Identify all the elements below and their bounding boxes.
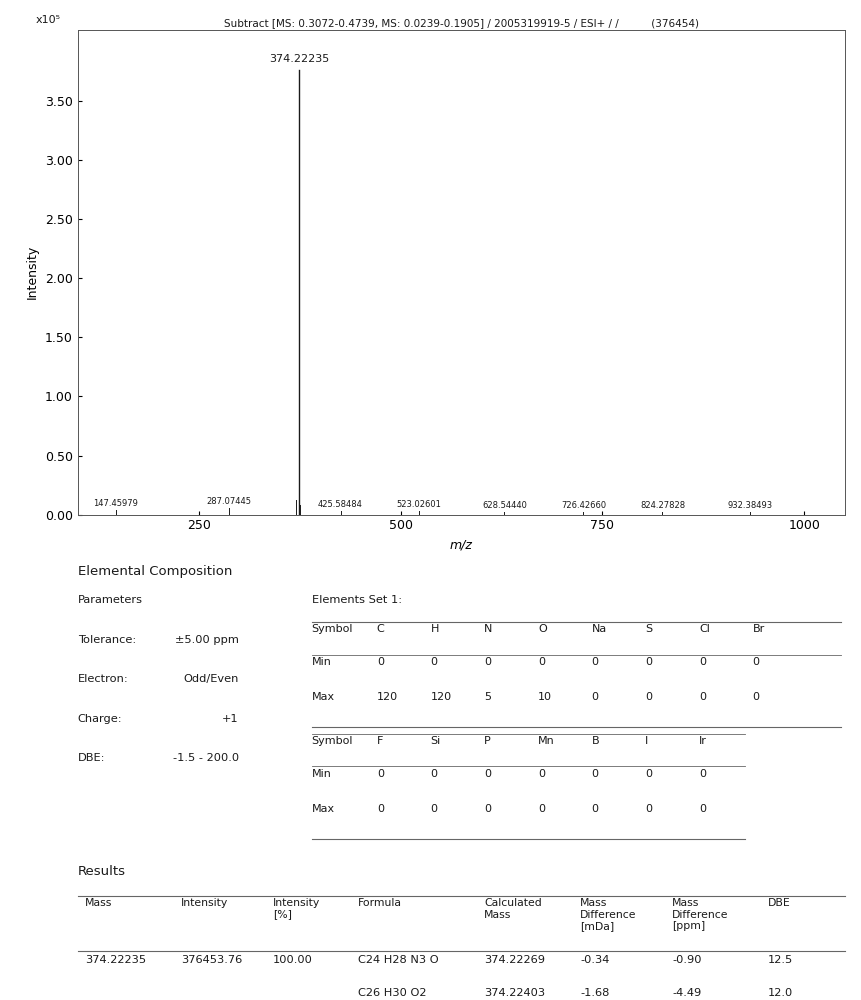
Text: Na: Na xyxy=(591,624,606,634)
Text: 0: 0 xyxy=(537,657,544,667)
Text: Odd/Even: Odd/Even xyxy=(183,674,238,684)
Text: 0: 0 xyxy=(698,657,705,667)
Text: Cl: Cl xyxy=(698,624,709,634)
Text: 726.42660: 726.42660 xyxy=(561,501,605,510)
Text: 5: 5 xyxy=(484,692,491,702)
Text: S: S xyxy=(645,624,652,634)
Text: 0: 0 xyxy=(484,769,491,779)
Text: Parameters: Parameters xyxy=(77,595,142,605)
Text: -1.68: -1.68 xyxy=(579,988,609,998)
Text: 0: 0 xyxy=(752,657,759,667)
Text: B: B xyxy=(591,736,598,746)
Text: 147.45979: 147.45979 xyxy=(93,499,138,508)
Text: 932.38493: 932.38493 xyxy=(727,501,771,510)
Text: Min: Min xyxy=(311,769,331,779)
Text: 0: 0 xyxy=(430,657,437,667)
Text: 374.22403: 374.22403 xyxy=(484,988,545,998)
Text: Max: Max xyxy=(311,692,334,702)
Text: +1: +1 xyxy=(222,714,238,724)
Text: Elemental Composition: Elemental Composition xyxy=(77,565,232,578)
Text: Ir: Ir xyxy=(698,736,706,746)
Text: 12.5: 12.5 xyxy=(767,955,792,965)
Text: Symbol: Symbol xyxy=(311,624,353,634)
Text: 0: 0 xyxy=(591,692,598,702)
Text: 0: 0 xyxy=(484,657,491,667)
Text: ±5.00 ppm: ±5.00 ppm xyxy=(175,635,238,645)
Text: N: N xyxy=(484,624,492,634)
Text: Electron:: Electron: xyxy=(77,674,128,684)
Text: 0: 0 xyxy=(537,769,544,779)
Text: Tolerance:: Tolerance: xyxy=(77,635,136,645)
Text: 374.22235: 374.22235 xyxy=(269,54,329,64)
Text: 0: 0 xyxy=(591,769,598,779)
Text: Formula: Formula xyxy=(357,898,401,908)
Text: 0: 0 xyxy=(430,769,437,779)
Text: 0: 0 xyxy=(645,657,652,667)
Text: -0.34: -0.34 xyxy=(579,955,609,965)
Text: 0: 0 xyxy=(430,804,437,814)
Text: 120: 120 xyxy=(430,692,451,702)
Text: Mn: Mn xyxy=(537,736,554,746)
Text: -4.49: -4.49 xyxy=(672,988,701,998)
Text: -0.90: -0.90 xyxy=(672,955,701,965)
Text: DBE:: DBE: xyxy=(77,753,105,763)
Text: Calculated
Mass: Calculated Mass xyxy=(484,898,542,920)
Text: 287.07445: 287.07445 xyxy=(206,497,251,506)
Text: 425.58484: 425.58484 xyxy=(318,500,362,509)
Text: 0: 0 xyxy=(591,804,598,814)
Text: C24 H28 N3 O: C24 H28 N3 O xyxy=(357,955,437,965)
Text: 0: 0 xyxy=(698,804,705,814)
Text: 374.22269: 374.22269 xyxy=(484,955,544,965)
Text: Intensity
[%]: Intensity [%] xyxy=(273,898,320,920)
Text: 10: 10 xyxy=(537,692,551,702)
Text: Intensity: Intensity xyxy=(181,898,228,908)
Title: Subtract [MS: 0.3072-0.4739, MS: 0.0239-0.1905] / 2005319919-5 / ESI+ / /       : Subtract [MS: 0.3072-0.4739, MS: 0.0239-… xyxy=(223,18,698,28)
Text: x10⁵: x10⁵ xyxy=(35,15,60,25)
Text: 376453.76: 376453.76 xyxy=(181,955,242,965)
Text: Mass
Difference
[ppm]: Mass Difference [ppm] xyxy=(672,898,728,931)
Text: I: I xyxy=(645,736,647,746)
Text: 0: 0 xyxy=(537,804,544,814)
Text: -1.5 - 200.0: -1.5 - 200.0 xyxy=(172,753,238,763)
Text: C: C xyxy=(376,624,384,634)
Text: 12.0: 12.0 xyxy=(767,988,792,998)
Text: 628.54440: 628.54440 xyxy=(481,501,526,510)
Text: P: P xyxy=(484,736,491,746)
Text: 0: 0 xyxy=(376,769,383,779)
Text: 0: 0 xyxy=(591,657,598,667)
Text: Max: Max xyxy=(311,804,334,814)
Text: Mass: Mass xyxy=(85,898,113,908)
Text: DBE: DBE xyxy=(767,898,790,908)
Text: H: H xyxy=(430,624,438,634)
Text: Elements Set 1:: Elements Set 1: xyxy=(311,595,401,605)
Y-axis label: Intensity: Intensity xyxy=(26,245,39,299)
Text: 100.00: 100.00 xyxy=(273,955,313,965)
Text: Mass
Difference
[mDa]: Mass Difference [mDa] xyxy=(579,898,635,931)
Text: 0: 0 xyxy=(376,804,383,814)
Text: 120: 120 xyxy=(376,692,398,702)
Text: Charge:: Charge: xyxy=(77,714,122,724)
Text: 0: 0 xyxy=(376,657,383,667)
Text: 523.02601: 523.02601 xyxy=(396,500,441,509)
Text: 0: 0 xyxy=(698,692,705,702)
Text: F: F xyxy=(376,736,382,746)
Text: O: O xyxy=(537,624,546,634)
Text: 0: 0 xyxy=(484,804,491,814)
Text: 0: 0 xyxy=(698,769,705,779)
Text: 824.27828: 824.27828 xyxy=(639,501,684,510)
Text: 0: 0 xyxy=(645,769,652,779)
X-axis label: m/z: m/z xyxy=(449,538,472,551)
Text: Br: Br xyxy=(752,624,764,634)
Text: C26 H30 O2: C26 H30 O2 xyxy=(357,988,425,998)
Text: Min: Min xyxy=(311,657,331,667)
Text: Symbol: Symbol xyxy=(311,736,353,746)
Text: 374.22235: 374.22235 xyxy=(85,955,146,965)
Text: 0: 0 xyxy=(752,692,759,702)
Text: Results: Results xyxy=(77,865,126,878)
Text: 0: 0 xyxy=(645,804,652,814)
Text: Si: Si xyxy=(430,736,440,746)
Text: 0: 0 xyxy=(645,692,652,702)
